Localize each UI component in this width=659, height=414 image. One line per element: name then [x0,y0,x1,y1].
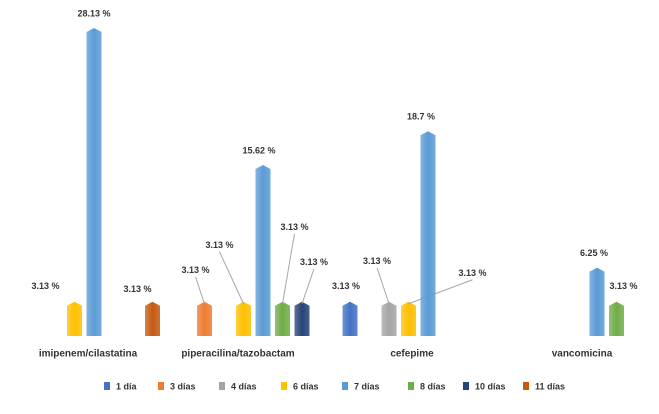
bar [401,301,416,336]
bar [236,301,251,336]
bar [255,164,271,336]
x-tick-label: vancomicina [552,349,613,360]
data-label: 3.13 % [123,284,151,294]
legend-label: 8 días [420,381,446,391]
bar [145,301,160,336]
bar [609,301,624,336]
data-label: 3.13 % [300,257,328,267]
leader-line [195,276,205,304]
data-label: 3.13 % [363,256,391,266]
data-label: 3.13 % [458,268,486,278]
x-tick-label: cefepime [390,349,434,360]
bar [86,28,102,336]
legend-swatch [104,382,110,390]
data-label: 3.13 % [280,222,308,232]
legend-swatch [463,382,469,390]
x-tick-label: imipenem/cilastatina [39,349,138,360]
bar [381,301,397,336]
data-label: 15.62 % [242,145,275,155]
legend-swatch [219,382,225,390]
legend-label: 10 días [475,381,506,391]
bar [67,301,82,336]
legend-label: 6 días [293,381,319,391]
bar [197,301,212,336]
legend-label: 7 días [354,381,380,391]
data-label: 6.25 % [580,248,608,258]
legend-swatch [281,382,287,390]
leader-line [301,268,315,304]
legend-swatch [158,382,164,390]
data-label: 3.13 % [181,265,209,275]
legend-swatch [523,382,529,390]
bar [294,301,310,336]
legend-label: 4 días [231,381,257,391]
x-tick-label: piperacilina/tazobactam [181,349,294,360]
bar [589,267,605,336]
leader-line [408,279,473,305]
legend-label: 1 día [116,381,138,391]
data-label: 18.7 % [407,112,435,122]
legend-swatch [342,382,348,390]
data-label: 3.13 % [31,281,59,291]
leader-line [376,267,390,304]
leader-line [282,233,295,304]
data-label: 3.13 % [609,281,637,291]
data-label: 3.13 % [205,240,233,250]
data-label: 3.13 % [332,281,360,291]
legend-label: 3 días [170,381,196,391]
legend-swatch [408,382,414,390]
bar [420,131,436,336]
data-label: 28.13 % [77,8,110,18]
bar [342,301,358,336]
leader-line [219,251,244,304]
legend-label: 11 días [535,381,565,391]
bar [275,301,290,336]
